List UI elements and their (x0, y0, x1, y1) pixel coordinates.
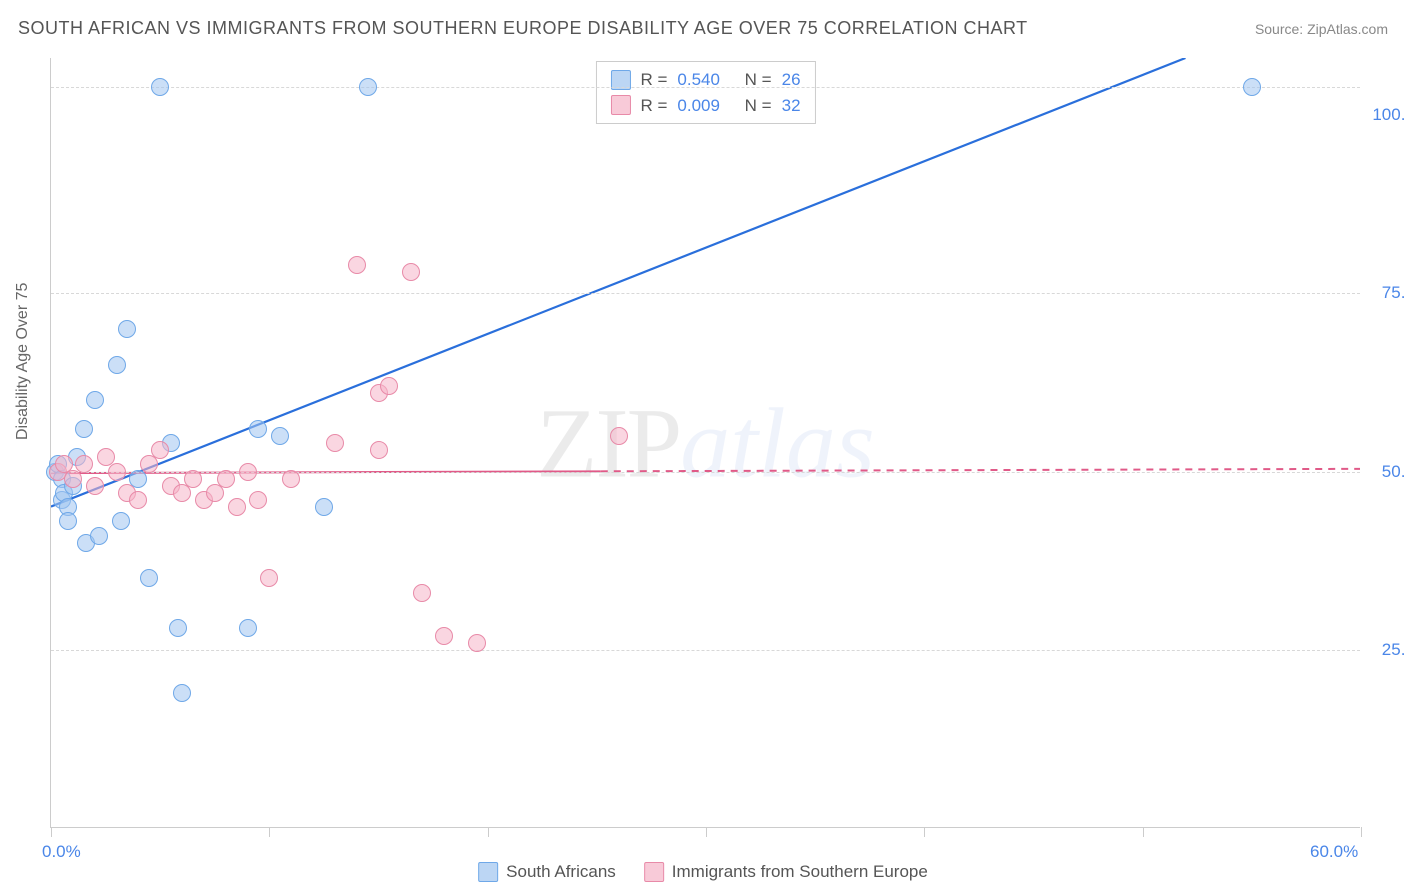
data-point (249, 491, 267, 509)
x-tick (1143, 827, 1144, 837)
y-tick-label: 50.0% (1370, 462, 1406, 482)
data-point (140, 569, 158, 587)
swatch-icon (478, 862, 498, 882)
data-point (59, 512, 77, 530)
data-point (315, 498, 333, 516)
data-point (86, 477, 104, 495)
x-tick-label: 0.0% (42, 842, 81, 862)
data-point (169, 619, 187, 637)
data-point (75, 455, 93, 473)
data-point (271, 427, 289, 445)
r-value: 0.540 (677, 67, 720, 93)
r-label: R = (640, 93, 667, 119)
data-point (108, 463, 126, 481)
data-point (118, 320, 136, 338)
data-point (217, 470, 235, 488)
data-point (112, 512, 130, 530)
data-point (435, 627, 453, 645)
gridline (51, 650, 1360, 651)
data-point (413, 584, 431, 602)
n-value: 32 (782, 93, 801, 119)
plot-area: ZIPatlas R = 0.540 N = 26 R = 0.009 N = … (50, 58, 1360, 828)
series-legend: South Africans Immigrants from Southern … (478, 862, 928, 882)
y-tick-label: 75.0% (1370, 283, 1406, 303)
gridline (51, 293, 1360, 294)
data-point (402, 263, 420, 281)
data-point (282, 470, 300, 488)
gridline (51, 87, 1360, 88)
data-point (359, 78, 377, 96)
data-point (75, 420, 93, 438)
data-point (151, 441, 169, 459)
data-point (228, 498, 246, 516)
x-tick (1361, 827, 1362, 837)
data-point (610, 427, 628, 445)
data-point (129, 491, 147, 509)
n-label: N = (745, 67, 772, 93)
y-axis-label: Disability Age Over 75 (14, 283, 32, 440)
data-point (249, 420, 267, 438)
data-point (1243, 78, 1261, 96)
swatch-icon (644, 862, 664, 882)
x-tick (924, 827, 925, 837)
legend-label: South Africans (506, 862, 616, 882)
regression-lines (51, 58, 1360, 827)
data-point (173, 684, 191, 702)
chart-title: SOUTH AFRICAN VS IMMIGRANTS FROM SOUTHER… (18, 18, 1028, 39)
n-label: N = (745, 93, 772, 119)
swatch-icon (610, 95, 630, 115)
watermark: ZIPatlas (536, 385, 874, 500)
y-tick-label: 25.0% (1370, 640, 1406, 660)
data-point (184, 470, 202, 488)
x-tick (51, 827, 52, 837)
legend-label: Immigrants from Southern Europe (672, 862, 928, 882)
y-tick-label: 100.0% (1370, 105, 1406, 125)
data-point (326, 434, 344, 452)
r-value: 0.009 (677, 93, 720, 119)
x-tick-label: 60.0% (1310, 842, 1358, 862)
data-point (108, 356, 126, 374)
x-tick (269, 827, 270, 837)
correlation-stats-box: R = 0.540 N = 26 R = 0.009 N = 32 (595, 61, 815, 124)
data-point (239, 619, 257, 637)
source-attribution: Source: ZipAtlas.com (1255, 21, 1388, 37)
r-label: R = (640, 67, 667, 93)
data-point (348, 256, 366, 274)
data-point (239, 463, 257, 481)
data-point (370, 441, 388, 459)
data-point (90, 527, 108, 545)
n-value: 26 (782, 67, 801, 93)
x-tick (706, 827, 707, 837)
data-point (260, 569, 278, 587)
data-point (86, 391, 104, 409)
data-point (380, 377, 398, 395)
data-point (151, 78, 169, 96)
data-point (468, 634, 486, 652)
x-tick (488, 827, 489, 837)
